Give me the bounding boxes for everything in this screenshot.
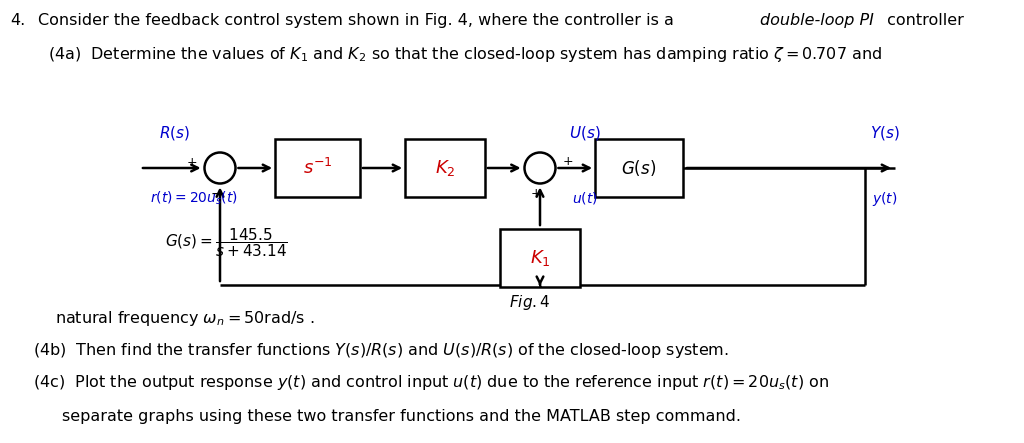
Text: $u(t)$: $u(t)$: [572, 190, 598, 206]
Circle shape: [524, 152, 555, 183]
Text: +: +: [530, 187, 542, 200]
Text: −: −: [210, 187, 222, 201]
Text: double-loop PI: double-loop PI: [760, 13, 873, 28]
Text: +: +: [186, 156, 197, 170]
Bar: [406, 139, 485, 197]
Text: Consider the feedback control system shown in Fig. 4, where the controller is a: Consider the feedback control system sho…: [38, 13, 679, 28]
Text: 4.: 4.: [10, 13, 26, 28]
Text: $G(s)$: $G(s)$: [622, 158, 656, 178]
Text: natural frequency $\omega_n = 50\mathrm{rad/s}$ .: natural frequency $\omega_n = 50\mathrm{…: [55, 308, 314, 327]
Text: (4c)  Plot the output response $y(t)$ and control input $u(t)$ due to the refere: (4c) Plot the output response $y(t)$ and…: [33, 373, 829, 392]
Text: $\it{Fig.4}$: $\it{Fig.4}$: [509, 294, 551, 312]
Bar: [595, 139, 683, 197]
Text: +: +: [562, 155, 572, 168]
Text: $r(t)=20u_s(t)$: $r(t)=20u_s(t)$: [150, 190, 238, 207]
Text: (4b)  Then find the transfer functions $Y(s)/R(s)$ and $U(s)/R(s)$ of the closed: (4b) Then find the transfer functions $Y…: [33, 342, 729, 361]
Circle shape: [205, 152, 236, 183]
Text: (4a)  Determine the values of $K_1$ and $K_2$ so that the closed-loop system has: (4a) Determine the values of $K_1$ and $…: [48, 46, 882, 65]
Text: $y(t)$: $y(t)$: [872, 190, 898, 208]
Bar: [275, 139, 360, 197]
Text: $s^{-1}$: $s^{-1}$: [303, 158, 333, 178]
Text: $K_1$: $K_1$: [529, 248, 550, 268]
Text: $G(s) = \dfrac{145.5}{s+43.14}$: $G(s) = \dfrac{145.5}{s+43.14}$: [165, 227, 288, 260]
Bar: [500, 229, 580, 287]
Text: controller: controller: [882, 13, 964, 28]
Text: separate graphs using these two transfer functions and the MATLAB step command.: separate graphs using these two transfer…: [62, 409, 741, 424]
Text: $Y(s)$: $Y(s)$: [870, 124, 900, 142]
Text: $K_2$: $K_2$: [435, 158, 456, 178]
Text: $R(s)$: $R(s)$: [160, 124, 190, 142]
Text: $U(s)$: $U(s)$: [569, 124, 601, 142]
